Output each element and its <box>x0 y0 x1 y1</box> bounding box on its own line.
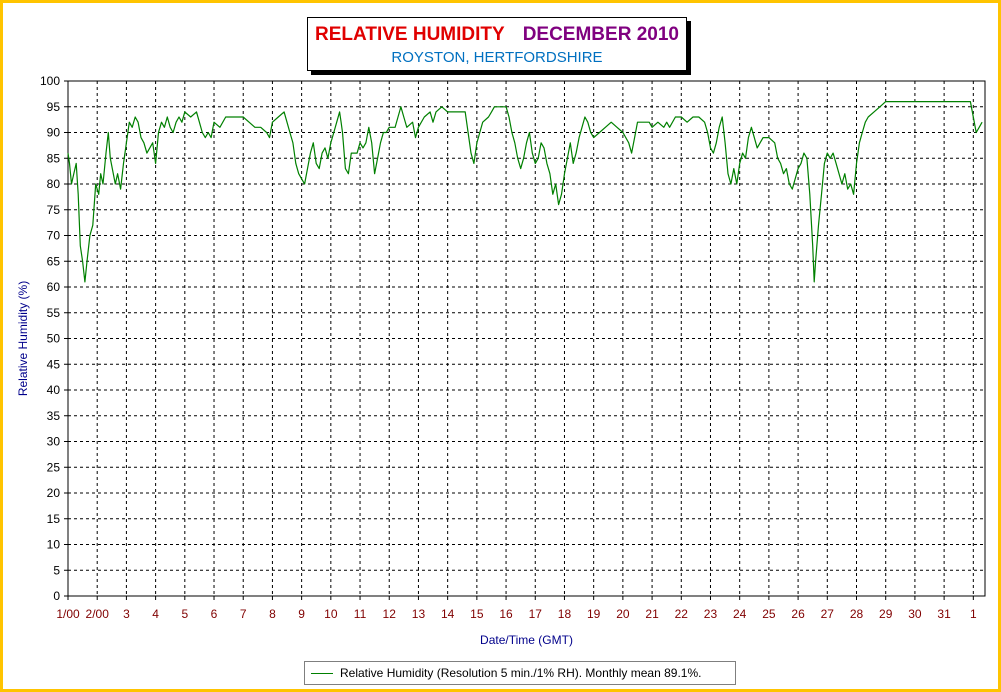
y-tick-label: 60 <box>47 280 61 294</box>
y-tick-label: 40 <box>47 383 61 397</box>
x-tick-label: 25 <box>762 607 776 621</box>
y-tick-label: 0 <box>53 589 60 603</box>
x-tick-label: 4 <box>152 607 159 621</box>
y-tick-label: 30 <box>47 435 61 449</box>
y-tick-label: 70 <box>47 229 61 243</box>
x-tick-label: 2/00 <box>86 607 110 621</box>
y-axis-label: Relative Humidity (%) <box>16 281 30 396</box>
y-tick-label: 95 <box>47 100 61 114</box>
x-tick-label: 17 <box>529 607 543 621</box>
chart-subtitle: ROYSTON, HERTFORDSHIRE <box>391 49 603 66</box>
x-tick-label: 23 <box>704 607 718 621</box>
x-tick-label: 1 <box>970 607 977 621</box>
x-tick-label: 30 <box>908 607 922 621</box>
y-tick-label: 55 <box>47 306 61 320</box>
y-tick-label: 100 <box>40 74 60 88</box>
x-tick-label: 31 <box>937 607 951 621</box>
y-tick-label: 50 <box>47 332 61 346</box>
legend-entry: Relative Humidity (Resolution 5 min./1% … <box>340 666 702 680</box>
x-tick-labels: 1/00 2/00 3 4 5 6 7 8 9 10 11 12 13 14 15 16 17 18 19 20 21 2… <box>56 607 977 621</box>
x-tick-label: 14 <box>441 607 455 621</box>
x-tick-label: 1/00 <box>56 607 80 621</box>
y-tick-label: 65 <box>47 254 61 268</box>
y-tick-label: 80 <box>47 177 61 191</box>
y-tick-label: 90 <box>47 126 61 140</box>
x-tick-label: 27 <box>821 607 835 621</box>
plot-area-border <box>67 80 986 597</box>
x-tick-label: 19 <box>587 607 601 621</box>
y-tick-label: 75 <box>47 203 61 217</box>
grid-lines <box>68 81 985 596</box>
x-tick-label: 22 <box>675 607 689 621</box>
x-tick-label: 3 <box>123 607 130 621</box>
y-tick-label: 35 <box>47 409 61 423</box>
chart-month: DECEMBER 2010 <box>522 24 679 45</box>
y-tick-labels: 0 5 10 15 20 25 30 35 40 45 50 55 60 65 70 75 80 85 90 95 10… <box>40 74 60 603</box>
x-tick-label: 5 <box>181 607 188 621</box>
chart-title-box: RELATIVE HUMIDITY DECEMBER 2010 ROYSTON, … <box>307 17 687 71</box>
y-tick-label: 15 <box>47 512 61 526</box>
y-tick-label: 20 <box>47 486 61 500</box>
y-tick-label: 85 <box>47 151 61 165</box>
x-tick-label: 8 <box>269 607 276 621</box>
x-tick-label: 16 <box>499 607 513 621</box>
y-tick-label: 45 <box>47 357 61 371</box>
chart-title-line: RELATIVE HUMIDITY DECEMBER 2010 <box>308 24 686 46</box>
y-tick-label: 10 <box>47 538 61 552</box>
x-tick-label: 13 <box>412 607 426 621</box>
axes <box>64 80 986 600</box>
x-tick-label: 26 <box>791 607 805 621</box>
series-layer <box>67 100 983 283</box>
x-tick-label: 21 <box>645 607 659 621</box>
x-tick-label: 15 <box>470 607 484 621</box>
x-axis-label: Date/Time (GMT) <box>480 633 573 647</box>
x-tick-label: 20 <box>616 607 630 621</box>
x-tick-label: 6 <box>211 607 218 621</box>
x-tick-label: 24 <box>733 607 747 621</box>
y-tick-label: 5 <box>53 563 60 577</box>
legend-swatch <box>311 672 333 674</box>
x-tick-label: 11 <box>354 607 367 621</box>
chart-title: RELATIVE HUMIDITY <box>315 24 505 45</box>
x-tick-label: 7 <box>240 607 247 621</box>
x-tick-label: 9 <box>298 607 305 621</box>
series-line-relative-humidity <box>67 100 983 283</box>
x-tick-label: 12 <box>383 607 397 621</box>
x-tick-label: 28 <box>850 607 864 621</box>
legend: Relative Humidity (Resolution 5 min./1% … <box>304 661 736 685</box>
y-tick-label: 25 <box>47 460 61 474</box>
x-tick-label: 29 <box>879 607 893 621</box>
x-tick-label: 10 <box>324 607 338 621</box>
x-tick-label: 18 <box>558 607 572 621</box>
